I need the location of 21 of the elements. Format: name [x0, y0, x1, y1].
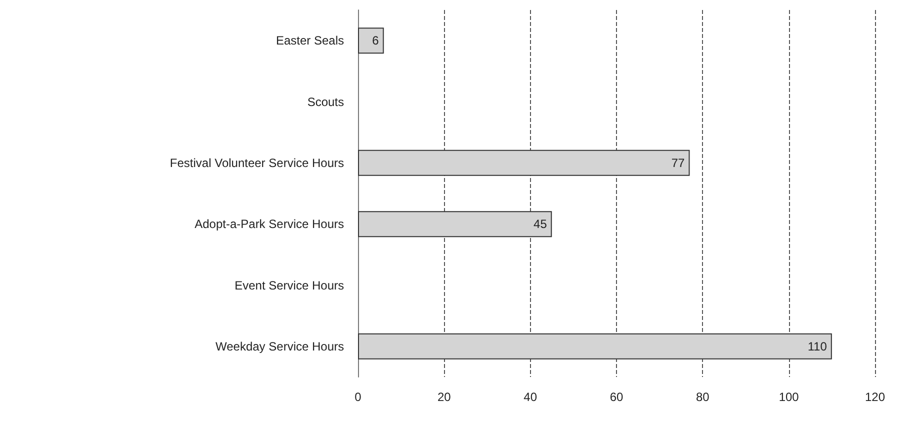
- data-label: 45: [534, 217, 548, 232]
- y-tick-label: Adopt-a-Park Service Hours: [194, 217, 344, 232]
- y-tick-label: Event Service Hours: [234, 278, 344, 292]
- x-tick-label: 100: [778, 390, 800, 404]
- x-tick-label: 60: [610, 390, 624, 404]
- x-tick-label: 0: [354, 390, 362, 404]
- bar: [358, 28, 384, 54]
- y-tick-label: Easter Seals: [276, 34, 344, 48]
- x-tick-label: 40: [524, 390, 538, 404]
- data-label: 77: [671, 156, 686, 170]
- data-label: 6: [372, 34, 380, 48]
- bar: [358, 333, 832, 360]
- bar: [358, 211, 552, 238]
- x-tick-label: 80: [696, 390, 710, 404]
- y-tick-label: Weekday Service Hours: [216, 339, 344, 354]
- data-label: 110: [808, 339, 828, 354]
- bar: [358, 150, 690, 176]
- y-tick-label: Festival Volunteer Service Hours: [170, 156, 344, 170]
- x-tick-label: 20: [437, 390, 452, 404]
- x-tick-label: 120: [864, 390, 886, 404]
- y-tick-label: Scouts: [307, 94, 344, 109]
